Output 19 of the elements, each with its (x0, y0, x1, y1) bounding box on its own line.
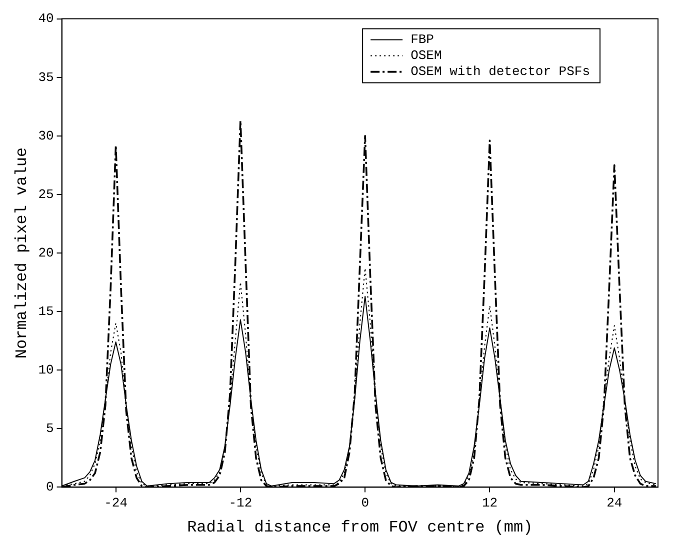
y-tick-label: 25 (38, 186, 54, 202)
legend-label: OSEM with detector PSFs (410, 64, 590, 80)
x-tick-label: 0 (361, 495, 369, 510)
legend-label: OSEM (410, 48, 442, 64)
y-tick-label: 10 (38, 362, 54, 378)
legend-label: FBP (410, 32, 434, 48)
x-tick-label: -12 (228, 495, 252, 510)
x-tick-label: 12 (482, 495, 498, 510)
y-tick-label: 20 (38, 245, 54, 260)
y-tick-label: 40 (38, 11, 54, 26)
x-axis-title: Radial distance from FOV centre (mm) (187, 518, 533, 537)
x-tick-label: 24 (606, 495, 622, 510)
y-tick-label: 0 (46, 480, 54, 495)
y-axis-title: Normalized pixel value (12, 147, 31, 359)
y-tick-label: 30 (38, 128, 54, 144)
y-tick-label: 5 (46, 421, 54, 436)
y-tick-label: 15 (38, 304, 54, 319)
y-tick-label: 35 (38, 70, 54, 85)
x-tick-label: -24 (104, 495, 128, 510)
